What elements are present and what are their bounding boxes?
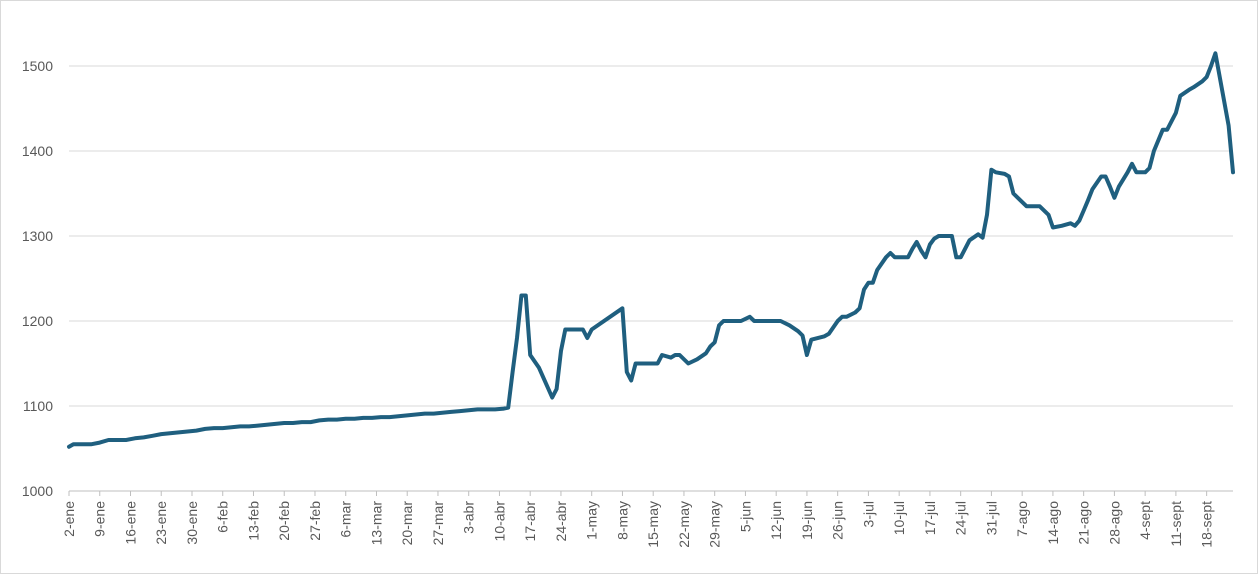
x-tick-label-31-jul: 31-jul [983, 501, 999, 535]
y-tick-label-1500: 1500 [22, 58, 53, 74]
x-tick-label-22-may: 22-may [676, 501, 692, 548]
x-tick-label-9-ene: 9-ene [92, 501, 108, 537]
x-tick-label-5-jun: 5-jun [737, 501, 753, 532]
x-tick-label-3-abr: 3-abr [461, 501, 477, 534]
x-tick-label-1-may: 1-may [584, 501, 600, 540]
x-tick-label-29-may: 29-may [707, 501, 723, 548]
x-tick-label-7-ago: 7-ago [1014, 501, 1030, 537]
gridlines [69, 65, 1233, 492]
x-tick-label-30-ene: 30-ene [184, 501, 200, 545]
x-tick-label-24-abr: 24-abr [553, 501, 569, 542]
x-tick-label-28-ago: 28-ago [1106, 501, 1122, 545]
series-group [67, 51, 1235, 449]
y-tick-label-1300: 1300 [22, 228, 53, 244]
x-tick-label-21-ago: 21-ago [1076, 501, 1092, 545]
y-tick-label-1400: 1400 [22, 143, 53, 159]
x-tick-label-10-abr: 10-abr [491, 501, 507, 542]
x-tick-label-18-sept: 18-sept [1199, 501, 1215, 548]
x-tick-label-3-jul: 3-jul [860, 501, 876, 527]
y-tick-label-1200: 1200 [22, 313, 53, 329]
x-tick-label-16-ene: 16-ene [122, 501, 138, 545]
series-line-0 [67, 51, 1235, 449]
x-tick-label-26-jun: 26-jun [830, 501, 846, 540]
x-tick-label-6-mar: 6-mar [338, 501, 354, 538]
y-tick-label-1100: 1100 [23, 398, 53, 414]
x-tick-label-15-may: 15-may [645, 501, 661, 548]
x-tick-label-2-ene: 2-ene [61, 501, 77, 537]
x-tick-label-10-jul: 10-jul [891, 501, 907, 535]
x-tick-label-27-mar: 27-mar [430, 501, 446, 546]
x-tick-label-6-feb: 6-feb [215, 501, 231, 533]
x-tick-label-13-mar: 13-mar [368, 501, 384, 546]
x-tick-label-19-jun: 19-jun [799, 501, 815, 540]
x-tick-label-12-jun: 12-jun [768, 501, 784, 540]
x-tick-label-27-feb: 27-feb [307, 501, 323, 541]
x-tick-label-24-jul: 24-jul [953, 501, 969, 535]
x-tick-label-23-ene: 23-ene [153, 501, 169, 545]
x-tick-label-13-feb: 13-feb [245, 501, 261, 541]
y-axis-tick-labels: 1000 1100 1200 1300 1400 1500 [22, 58, 53, 499]
x-axis: 2-ene 9-ene 16-ene 23-ene 30-ene 6-feb 13-feb 2… [61, 491, 1215, 548]
x-tick-label-20-feb: 20-feb [276, 501, 292, 541]
x-tick-label-14-ago: 14-ago [1045, 501, 1061, 545]
x-tick-label-17-abr: 17-abr [522, 501, 538, 542]
x-tick-label-11-sept: 11-sept [1168, 501, 1184, 547]
x-tick-label-17-jul: 17-jul [922, 501, 938, 535]
x-tick-label-4-sept: 4-sept [1137, 501, 1153, 540]
x-tick-label-8-may: 8-may [614, 501, 630, 540]
x-tick-label-20-mar: 20-mar [399, 501, 415, 546]
y-tick-label-1000: 1000 [22, 483, 53, 499]
